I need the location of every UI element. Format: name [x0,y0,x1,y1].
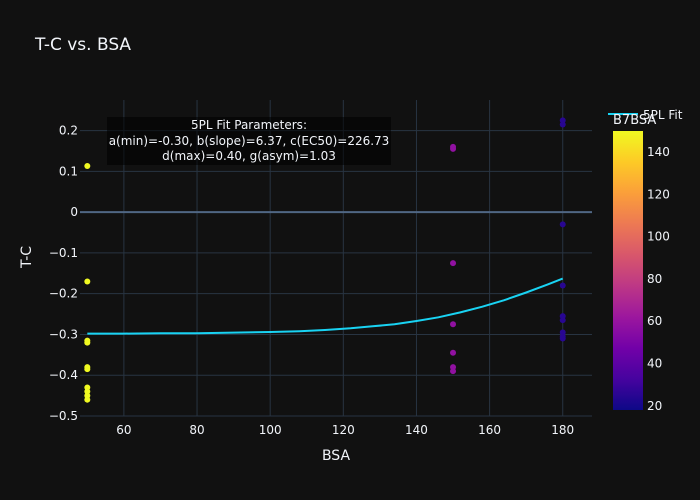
fit-line-layer [87,277,564,335]
x-tick-label: 180 [551,423,574,437]
fit-line [87,277,564,335]
y-tick-label: −0.2 [49,287,78,301]
x-tick-label: 100 [259,423,282,437]
y-tick-label: −0.4 [49,368,78,382]
colorbar-tick-label: 100 [647,230,670,244]
data-point [450,321,457,328]
data-point [84,278,91,285]
colorbar-tick-label: 20 [647,399,662,413]
x-tick-label: 160 [478,423,501,437]
y-tick-label: −0.1 [49,246,78,260]
data-point [559,221,566,228]
data-point [450,145,457,152]
chart-title: T-C vs. BSA [34,35,131,55]
data-point [559,121,566,128]
annotation-box [107,117,391,165]
data-point [559,335,566,342]
data-point [84,366,91,373]
x-tick-label: 60 [116,423,131,437]
data-point [450,368,457,375]
annotation-line-3: d(max)=0.40, g(asym)=1.03 [162,149,336,163]
y-tick-label: −0.5 [49,409,78,423]
data-point [84,163,91,170]
x-tick-label: 120 [332,423,355,437]
points-layer [84,117,566,403]
y-tick-label: 0 [70,205,78,219]
legend[interactable]: 5PL Fit [608,108,683,122]
y-tick-label: 0.1 [59,164,78,178]
data-point [559,317,566,324]
y-tick-label: 0.2 [59,124,78,138]
y-tick-labels: −0.5 −0.4 −0.3 −0.2 −0.1 0 0.1 0.2 [49,124,78,423]
data-point [450,260,457,267]
colorbar-tick-label: 60 [647,314,662,328]
annotation-line-1: 5PL Fit Parameters: [191,118,307,132]
colorbar-tick-label: 80 [647,272,662,286]
data-point [559,282,566,289]
x-tick-label: 80 [189,423,204,437]
data-point [84,339,91,346]
colorbar-gradient [613,131,643,410]
colorbar-tick-label: 40 [647,357,662,371]
colorbar-tick-label: 140 [647,145,670,159]
x-axis-label: BSA [322,448,351,464]
colorbar: B7BSA 20 40 60 80 100 120 140 [613,113,670,413]
colorbar-title: B7BSA [613,113,656,128]
fit-annotation: 5PL Fit Parameters: a(min)=-0.30, b(slop… [107,117,391,165]
data-point [84,396,91,403]
legend-fit-label: 5PL Fit [643,108,683,122]
y-axis-label: T-C [19,246,35,269]
data-point [450,349,457,356]
annotation-line-2: a(min)=-0.30, b(slope)=6.37, c(EC50)=226… [109,134,390,148]
x-tick-label: 140 [405,423,428,437]
colorbar-tick-labels: 20 40 60 80 100 120 140 [647,145,670,413]
y-tick-label: −0.3 [49,327,78,341]
colorbar-tick-label: 120 [647,187,670,201]
x-tick-labels: 60 80 100 120 140 160 180 [116,423,574,437]
